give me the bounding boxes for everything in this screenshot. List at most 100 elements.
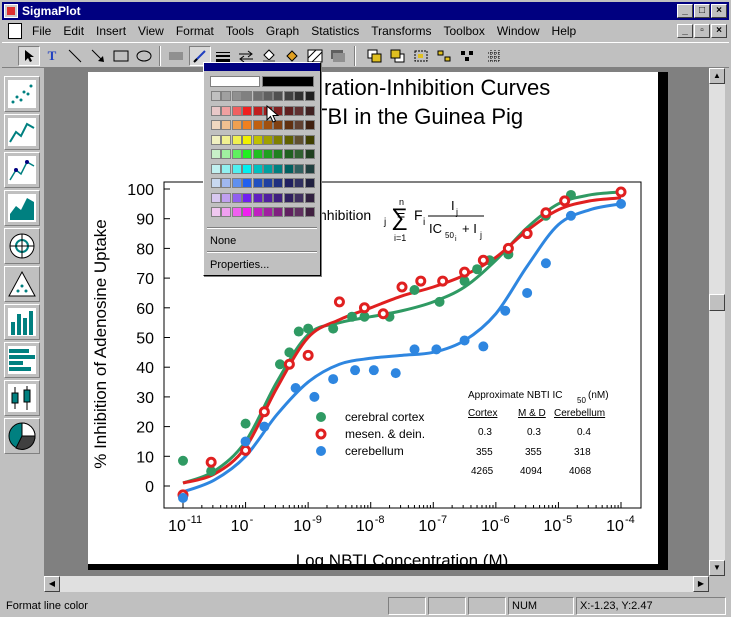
- fill-pattern-icon[interactable]: [304, 46, 326, 66]
- color-swatch[interactable]: [211, 178, 221, 188]
- fill-color-bucket-icon[interactable]: [281, 46, 303, 66]
- grid-icon[interactable]: [483, 46, 505, 66]
- color-swatch[interactable]: [242, 207, 253, 217]
- color-swatch[interactable]: [294, 120, 305, 130]
- vertical-bar-chart-icon[interactable]: [4, 304, 40, 340]
- color-swatch[interactable]: [221, 105, 232, 116]
- color-swatch[interactable]: [252, 134, 263, 145]
- doc-restore-button[interactable]: ▫: [694, 24, 710, 38]
- box-plot-icon[interactable]: [4, 380, 40, 416]
- color-swatch[interactable]: [273, 149, 284, 159]
- doc-minimize-button[interactable]: _: [677, 24, 693, 38]
- color-swatch[interactable]: [283, 163, 294, 174]
- color-swatch[interactable]: [252, 91, 263, 101]
- graph-page[interactable]: ration-Inhibition Curves TBI in the Guin…: [88, 72, 668, 570]
- color-swatch[interactable]: [211, 192, 221, 203]
- color-swatch[interactable]: [242, 163, 253, 174]
- color-swatch[interactable]: [304, 91, 315, 101]
- color-swatch[interactable]: [283, 178, 294, 188]
- menu-file[interactable]: File: [32, 24, 52, 38]
- color-swatch[interactable]: [263, 149, 273, 159]
- horizontal-scrollbar[interactable]: ◀ ▶: [44, 576, 709, 592]
- color-swatch[interactable]: [242, 192, 253, 203]
- ellipse-tool-icon[interactable]: [133, 46, 155, 66]
- text-tool-icon[interactable]: T: [47, 48, 57, 63]
- shadow-tool-icon[interactable]: [327, 46, 349, 66]
- color-swatch-black[interactable]: [262, 76, 314, 87]
- color-swatch[interactable]: [283, 149, 294, 159]
- color-swatch[interactable]: [231, 163, 242, 174]
- scatter-plot-icon[interactable]: [4, 76, 40, 112]
- menu-toolbox[interactable]: Toolbox: [443, 24, 485, 38]
- color-swatch[interactable]: [263, 207, 273, 217]
- maximize-button[interactable]: □: [694, 4, 710, 18]
- color-swatch[interactable]: [221, 91, 232, 101]
- color-swatch[interactable]: [221, 134, 232, 145]
- menu-graph[interactable]: Graph: [265, 24, 300, 38]
- color-swatch[interactable]: [211, 149, 221, 159]
- menu-transforms[interactable]: Transforms: [371, 24, 432, 38]
- color-none-option[interactable]: None: [210, 235, 237, 247]
- area-plot-icon[interactable]: [4, 190, 40, 226]
- color-swatch[interactable]: [242, 149, 253, 159]
- color-swatch[interactable]: [294, 207, 305, 217]
- color-swatch[interactable]: [294, 149, 305, 159]
- color-swatch[interactable]: [242, 178, 253, 188]
- sigmaplot-app-icon[interactable]: [4, 4, 18, 18]
- scroll-left-icon[interactable]: ◀: [44, 576, 60, 592]
- arrow-tool-icon[interactable]: [87, 46, 109, 66]
- color-swatch[interactable]: [242, 105, 253, 116]
- color-swatch[interactable]: [231, 105, 242, 116]
- color-swatch[interactable]: [221, 149, 232, 159]
- select-arrow-icon[interactable]: [18, 46, 40, 66]
- color-swatch[interactable]: [263, 134, 273, 145]
- color-swatch[interactable]: [283, 105, 294, 116]
- doc-close-button[interactable]: ×: [711, 24, 727, 38]
- color-swatch[interactable]: [304, 163, 315, 174]
- color-swatch[interactable]: [231, 178, 242, 188]
- send-to-back-icon[interactable]: [387, 46, 409, 66]
- color-swatch[interactable]: [283, 207, 294, 217]
- color-swatch[interactable]: [242, 134, 253, 145]
- color-swatch[interactable]: [273, 163, 284, 174]
- color-swatch[interactable]: [242, 120, 253, 130]
- vertical-scrollbar[interactable]: ▲ ▼: [709, 68, 725, 576]
- color-swatch[interactable]: [231, 134, 242, 145]
- bring-to-front-icon[interactable]: [364, 46, 386, 66]
- color-swatch[interactable]: [273, 120, 284, 130]
- menu-format[interactable]: Format: [175, 24, 214, 38]
- color-swatch[interactable]: [231, 192, 242, 203]
- color-swatch[interactable]: [242, 91, 253, 101]
- color-swatch[interactable]: [252, 105, 263, 116]
- color-swatch[interactable]: [294, 91, 305, 101]
- horizontal-bar-chart-icon[interactable]: [4, 342, 40, 378]
- ternary-plot-icon[interactable]: [4, 266, 40, 302]
- menu-statistics[interactable]: Statistics: [311, 24, 360, 38]
- color-swatch[interactable]: [273, 178, 284, 188]
- color-swatch[interactable]: [221, 163, 232, 174]
- color-swatch[interactable]: [211, 207, 221, 217]
- color-swatch[interactable]: [294, 192, 305, 203]
- color-swatch[interactable]: [211, 120, 221, 130]
- pie-chart-icon[interactable]: [4, 418, 40, 454]
- color-swatch[interactable]: [211, 163, 221, 174]
- color-swatch[interactable]: [294, 163, 305, 174]
- color-swatch[interactable]: [283, 120, 294, 130]
- color-swatch[interactable]: [231, 120, 242, 130]
- color-swatch[interactable]: [294, 134, 305, 145]
- color-swatch[interactable]: [252, 192, 263, 203]
- group-icon[interactable]: [410, 46, 432, 66]
- line-plot-icon[interactable]: [4, 114, 40, 150]
- scroll-right-icon[interactable]: ▶: [693, 576, 709, 592]
- color-swatch[interactable]: [304, 192, 315, 203]
- color-swatch[interactable]: [252, 120, 263, 130]
- color-swatch[interactable]: [273, 91, 284, 101]
- color-swatch[interactable]: [304, 105, 315, 116]
- color-swatch[interactable]: [283, 91, 294, 101]
- color-swatch[interactable]: [221, 120, 232, 130]
- line-tool-icon[interactable]: [64, 46, 86, 66]
- color-swatch[interactable]: [263, 192, 273, 203]
- ungroup-icon[interactable]: [433, 46, 455, 66]
- line-thickness-icon[interactable]: [212, 46, 234, 66]
- scroll-up-icon[interactable]: ▲: [709, 68, 725, 84]
